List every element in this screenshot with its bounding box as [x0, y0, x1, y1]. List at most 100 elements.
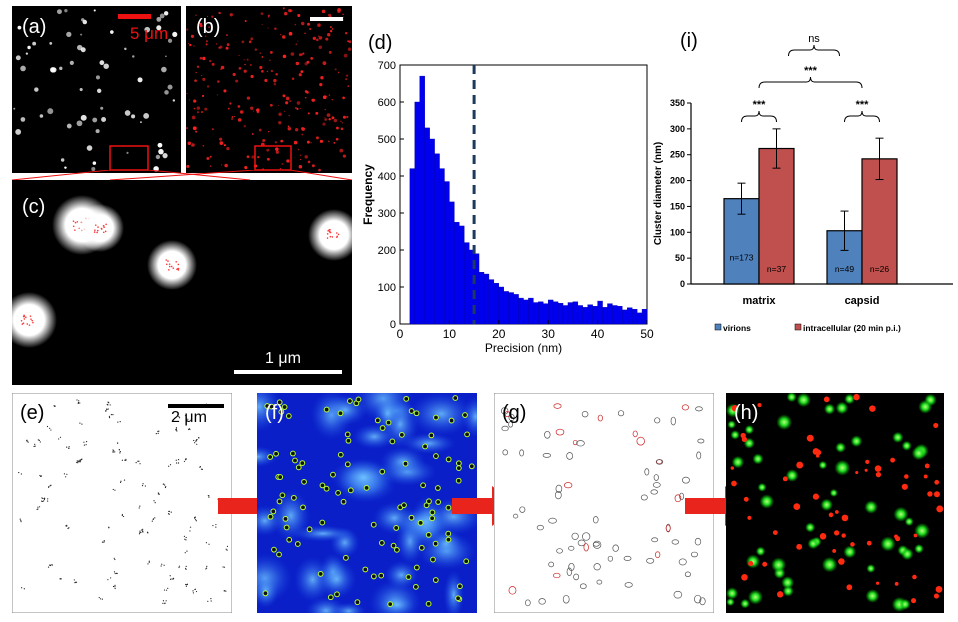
density-region: [292, 525, 354, 542]
n-label: n=37: [767, 264, 786, 274]
localization: [177, 269, 180, 271]
localization: [114, 587, 116, 590]
localization: [329, 235, 332, 238]
cluster-outline: [267, 513, 274, 520]
localization: [165, 259, 168, 261]
red-cluster: [832, 549, 837, 553]
localization: [162, 483, 164, 485]
spot: [252, 110, 254, 112]
localization: [148, 561, 150, 563]
cluster-outline: [262, 590, 269, 597]
localization: [140, 531, 142, 534]
localization: [177, 263, 180, 266]
panel-d-letter: (d): [368, 32, 393, 54]
localization: [226, 545, 229, 547]
localization: [46, 425, 49, 428]
spot: [234, 115, 236, 118]
spot: [285, 96, 290, 101]
localization: [50, 564, 52, 566]
spot: [206, 85, 210, 88]
localization: [194, 519, 197, 521]
spot: [283, 11, 288, 16]
red-cluster: [910, 598, 917, 604]
significance-label: ns: [808, 33, 820, 45]
green-cluster: [893, 506, 909, 522]
panel-a-letter: (a): [22, 16, 47, 38]
green-cluster: [744, 424, 755, 435]
localization: [30, 318, 32, 320]
cluster-outline: [281, 404, 288, 410]
localization: [168, 263, 171, 265]
significance-label: ***: [856, 99, 870, 111]
cluster-outline: [306, 526, 313, 533]
spot: [93, 9, 96, 12]
spot: [243, 124, 247, 128]
cluster-outline: [362, 566, 369, 573]
spot: [302, 52, 305, 55]
localization: [112, 414, 114, 416]
green-cluster: [727, 420, 736, 429]
localization: [139, 463, 141, 465]
localization: [102, 225, 105, 227]
spot: [342, 13, 344, 16]
green-cluster: [726, 587, 739, 600]
cluster-outline: [452, 395, 459, 401]
cluster-outline: [354, 599, 361, 606]
localization: [141, 530, 144, 532]
panel-c-scalebar: [234, 370, 342, 374]
spot: [238, 67, 242, 70]
green-cluster: [823, 403, 836, 415]
x-tick-label: 50: [640, 327, 654, 341]
spot: [273, 78, 277, 83]
panel-e-image: [12, 393, 232, 613]
cluster-contour: [571, 532, 579, 540]
y-tick-label: 0: [390, 319, 396, 331]
localization: [102, 231, 105, 234]
localization: [172, 578, 174, 580]
histogram-bar: [607, 303, 613, 325]
cluster-outline: [405, 574, 412, 580]
cluster-outline: [319, 519, 326, 526]
spot: [304, 96, 307, 99]
localization: [185, 539, 187, 541]
cluster-contour: [690, 551, 698, 558]
red-cluster: [747, 515, 752, 520]
spot: [278, 121, 282, 125]
spot: [286, 159, 290, 163]
localization: [37, 506, 39, 508]
cluster-outline: [286, 536, 293, 543]
localization: [177, 459, 180, 461]
spot: [187, 42, 190, 44]
localization: [157, 492, 159, 494]
spot: [301, 133, 304, 136]
localization: [187, 418, 189, 420]
localization: [34, 445, 36, 447]
green-cluster: [844, 393, 855, 405]
spot: [289, 9, 293, 12]
cluster-outline: [385, 419, 392, 426]
spot: [342, 115, 346, 119]
cluster-contour: [525, 599, 531, 607]
cluster-outline: [270, 508, 277, 515]
spot: [244, 20, 247, 22]
spot: [13, 107, 16, 110]
green-cluster: [866, 564, 876, 573]
spot: [137, 77, 143, 83]
spot: [250, 39, 252, 41]
spot: [342, 96, 345, 100]
red-cluster: [796, 543, 803, 550]
spot: [202, 94, 205, 98]
localization: [101, 598, 103, 600]
spot: [206, 22, 208, 24]
cluster-outline: [370, 573, 377, 580]
spot: [269, 59, 271, 61]
localization: [207, 600, 209, 602]
localization: [335, 232, 338, 234]
cluster-contour: [632, 430, 638, 438]
localization: [121, 459, 123, 461]
cluster-outline: [335, 489, 341, 496]
localization: [165, 600, 167, 602]
localization: [162, 600, 165, 602]
spot: [110, 30, 114, 34]
spot: [282, 35, 286, 39]
